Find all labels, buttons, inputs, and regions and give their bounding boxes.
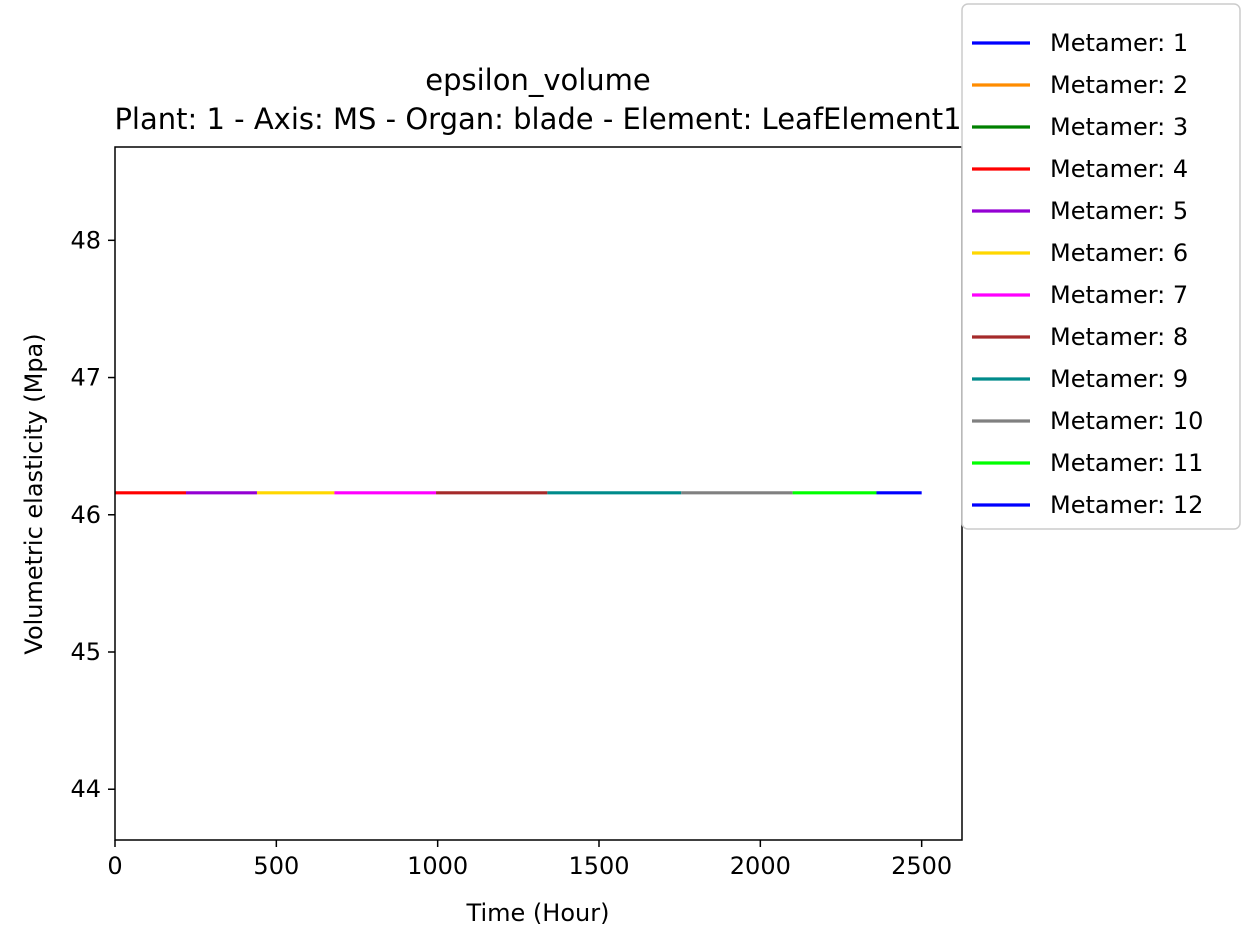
legend-label-metamer-6: Metamer: 6 <box>1050 239 1188 267</box>
chart-title: epsilon_volume <box>425 63 651 97</box>
legend-label-metamer-2: Metamer: 2 <box>1050 71 1188 99</box>
y-tick-label: 44 <box>70 775 101 803</box>
legend-label-metamer-8: Metamer: 8 <box>1050 323 1188 351</box>
x-tick-label: 0 <box>107 852 122 880</box>
legend-label-metamer-10: Metamer: 10 <box>1050 407 1203 435</box>
legend-label-metamer-7: Metamer: 7 <box>1050 281 1188 309</box>
legend-label-metamer-5: Metamer: 5 <box>1050 197 1188 225</box>
y-axis-ticks: 44 45 46 47 48 <box>70 226 115 803</box>
x-tick-label: 2500 <box>891 852 952 880</box>
y-tick-label: 47 <box>70 364 101 392</box>
x-axis-label: Time (Hour) <box>466 899 610 927</box>
legend-label-metamer-9: Metamer: 9 <box>1050 365 1188 393</box>
x-axis-ticks: 0 500 1000 1500 2000 2500 <box>107 840 952 880</box>
legend: Metamer: 1 Metamer: 2 Metamer: 3 Metamer: 4… <box>961 3 1241 530</box>
legend-label-metamer-3: Metamer: 3 <box>1050 113 1188 141</box>
legend-box <box>961 3 1241 530</box>
x-tick-label: 500 <box>253 852 299 880</box>
y-tick-label: 48 <box>70 226 101 254</box>
x-tick-label: 1000 <box>407 852 468 880</box>
y-tick-label: 45 <box>70 638 101 666</box>
y-tick-label: 46 <box>70 501 101 529</box>
legend-label-metamer-1: Metamer: 1 <box>1050 29 1188 57</box>
legend-label-metamer-4: Metamer: 4 <box>1050 155 1188 183</box>
x-tick-label: 2000 <box>730 852 791 880</box>
x-tick-label: 1500 <box>568 852 629 880</box>
chart-subtitle: Plant: 1 - Axis: MS - Organ: blade - Ele… <box>114 102 961 136</box>
y-axis-label: Volumetric elasticity (Mpa) <box>20 333 48 654</box>
legend-label-metamer-11: Metamer: 11 <box>1050 449 1203 477</box>
legend-label-metamer-12: Metamer: 12 <box>1050 491 1203 519</box>
